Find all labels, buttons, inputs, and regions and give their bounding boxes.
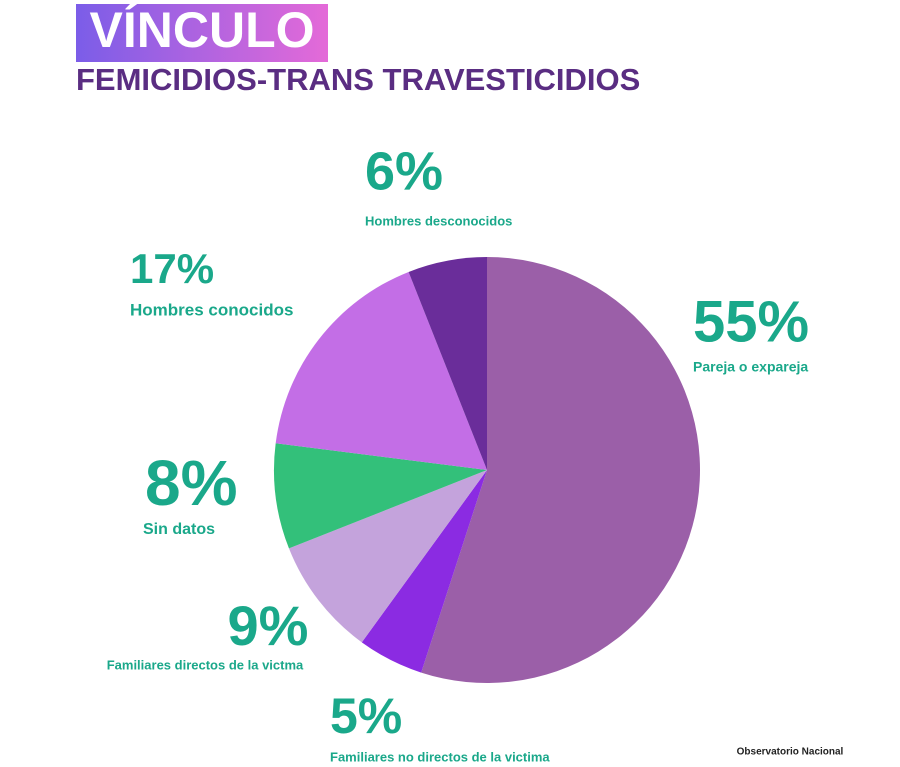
chart-subtitle: FEMICIDIOS-TRANS TRAVESTICIDIOS xyxy=(76,62,640,97)
pie-slice xyxy=(274,443,487,549)
chart-title: VÍNCULO xyxy=(90,2,315,58)
value-label: 55% xyxy=(693,289,809,354)
footer: Observatorio Nacional xyxy=(737,747,844,758)
value-label: 5% xyxy=(330,688,402,744)
value-label: 17% xyxy=(130,245,214,292)
pie-slice xyxy=(421,257,700,683)
value-label: 8% xyxy=(145,447,238,519)
pie-slice xyxy=(275,271,487,470)
value-label: 9% xyxy=(228,594,309,657)
slice-label: Hombres desconocidos xyxy=(365,213,512,228)
pie-slice xyxy=(408,257,487,470)
pie-slice xyxy=(361,470,487,673)
title-box xyxy=(76,4,328,62)
pie-slice xyxy=(288,470,487,643)
slice-label: Sin datos xyxy=(143,521,215,538)
value-label: 6% xyxy=(365,141,443,201)
slice-label: Familiares directos de la victma xyxy=(107,657,304,672)
slice-label: Familiares no directos de la victima xyxy=(330,749,550,764)
slice-label: Pareja o expareja xyxy=(693,359,808,375)
slice-label: Hombres conocidos xyxy=(130,300,293,319)
